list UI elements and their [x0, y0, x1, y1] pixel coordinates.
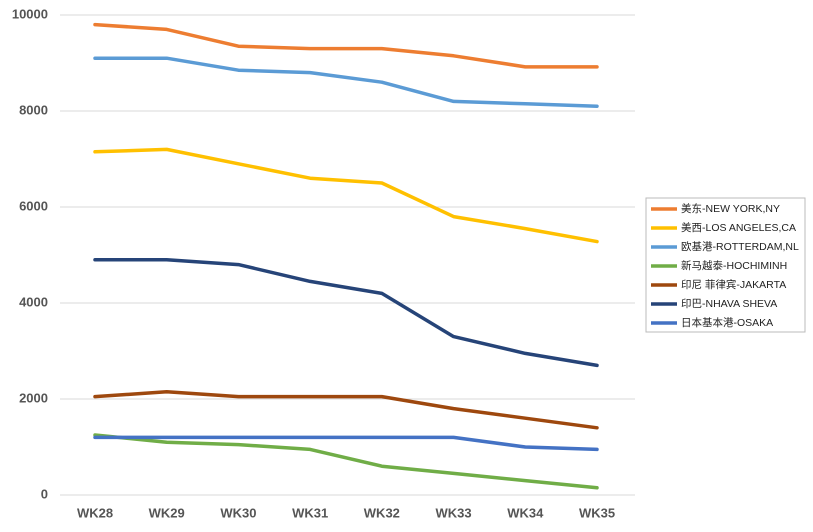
y-tick-label: 6000: [19, 198, 48, 213]
legend-label: 印巴-NHAVA SHEVA: [681, 298, 777, 310]
x-tick-label: WK29: [149, 505, 185, 520]
x-tick-label: WK35: [579, 505, 615, 520]
series-line: [93, 258, 599, 368]
x-tick-label: WK32: [364, 505, 400, 520]
legend-label: 欧基港-ROTTERDAM,NL: [681, 240, 799, 253]
series-line: [93, 22, 599, 69]
y-tick-label: 8000: [19, 102, 48, 117]
y-tick-label: 10000: [12, 6, 48, 21]
y-tick-label: 0: [41, 486, 48, 501]
series-line: [93, 433, 599, 490]
series-line: [93, 435, 599, 452]
legend-label: 美东-NEW YORK,NY: [681, 202, 780, 215]
x-tick-label: WK34: [507, 505, 544, 520]
y-tick-label: 4000: [19, 294, 48, 309]
x-tick-label: WK31: [292, 505, 328, 520]
x-tick-label: WK30: [220, 505, 256, 520]
series-line: [93, 390, 599, 430]
legend-label: 印尼 菲律宾-JAKARTA: [681, 278, 786, 291]
legend-label: 新马越泰-HOCHIMINH: [681, 259, 787, 272]
y-tick-label: 2000: [19, 390, 48, 405]
legend-label: 美西-LOS ANGELES,CA: [681, 221, 796, 234]
x-tick-label: WK28: [77, 505, 113, 520]
legend-label: 日本基本港-OSAKA: [681, 316, 773, 329]
series-line: [93, 147, 599, 244]
series-line: [93, 56, 599, 108]
x-tick-label: WK33: [436, 505, 472, 520]
